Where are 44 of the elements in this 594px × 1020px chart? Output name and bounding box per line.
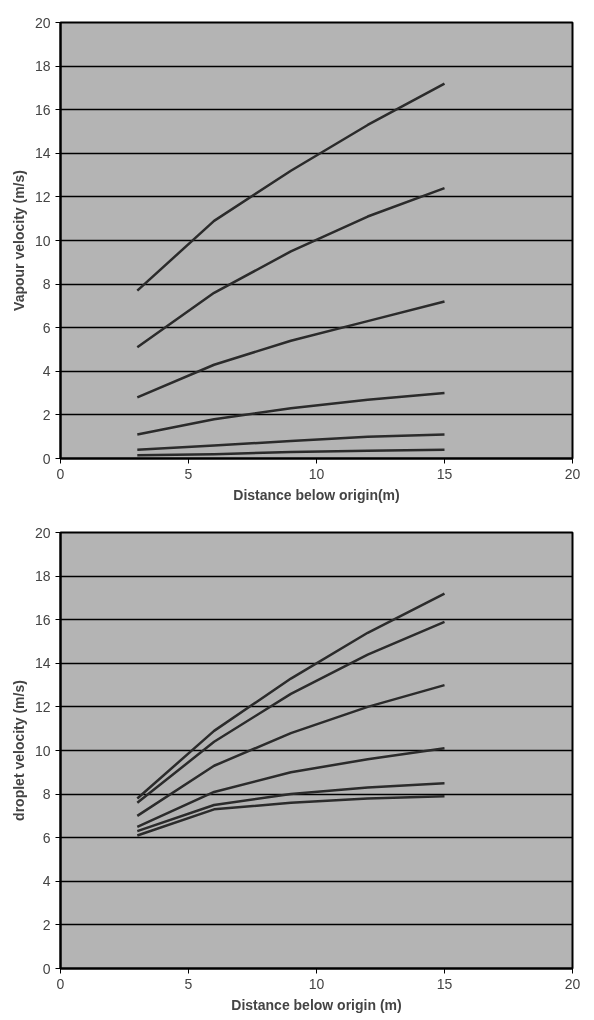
x-axis-title: Distance below origin(m) bbox=[233, 486, 400, 503]
line-series bbox=[136, 433, 446, 452]
y-tick-label: 6 bbox=[42, 319, 51, 336]
line-series bbox=[136, 82, 446, 292]
x-tick-label: 15 bbox=[436, 465, 453, 482]
x-tick-label: 20 bbox=[564, 465, 581, 482]
y-tick-label: 4 bbox=[42, 363, 51, 380]
y-axis-title: droplet velocity (m/s) bbox=[10, 680, 27, 821]
line-series bbox=[136, 391, 446, 436]
y-tick-label: 10 bbox=[34, 742, 51, 759]
x-tick-label: 20 bbox=[564, 975, 581, 992]
y-tick-label: 6 bbox=[42, 829, 51, 846]
line-series bbox=[136, 747, 446, 829]
y-tick-label: 8 bbox=[42, 786, 51, 803]
line-series bbox=[136, 592, 446, 800]
y-tick-label: 10 bbox=[34, 232, 51, 249]
y-tick-label: 12 bbox=[34, 698, 51, 715]
y-tick-label: 0 bbox=[42, 960, 51, 977]
y-tick-label: 18 bbox=[34, 568, 51, 585]
x-tick-label: 15 bbox=[436, 975, 453, 992]
y-tick-label: 14 bbox=[34, 145, 51, 162]
x-tick-label: 0 bbox=[56, 465, 65, 482]
y-axis-title: Vapour velocity (m/s) bbox=[10, 170, 27, 311]
x-tick-label: 10 bbox=[308, 465, 325, 482]
x-tick-label: 5 bbox=[184, 465, 193, 482]
y-tick-label: 16 bbox=[34, 611, 51, 628]
y-tick-label: 8 bbox=[42, 276, 51, 293]
y-tick-label: 16 bbox=[34, 101, 51, 118]
line-series bbox=[136, 300, 446, 399]
line-series bbox=[136, 186, 446, 349]
y-tick-label: 4 bbox=[42, 873, 51, 890]
y-tick-label: 14 bbox=[34, 655, 51, 672]
x-tick-label: 0 bbox=[56, 975, 65, 992]
y-tick-label: 18 bbox=[34, 58, 51, 75]
y-tick-label: 2 bbox=[42, 916, 51, 933]
y-tick-label: 0 bbox=[42, 450, 51, 467]
y-tick-label: 20 bbox=[34, 524, 51, 541]
y-tick-label: 12 bbox=[34, 188, 51, 205]
x-tick-label: 5 bbox=[184, 975, 193, 992]
y-tick-label: 20 bbox=[34, 14, 51, 31]
x-tick-label: 10 bbox=[308, 975, 325, 992]
x-axis-title: Distance below origin (m) bbox=[231, 996, 402, 1013]
y-tick-label: 2 bbox=[42, 406, 51, 423]
line-series bbox=[136, 683, 446, 818]
